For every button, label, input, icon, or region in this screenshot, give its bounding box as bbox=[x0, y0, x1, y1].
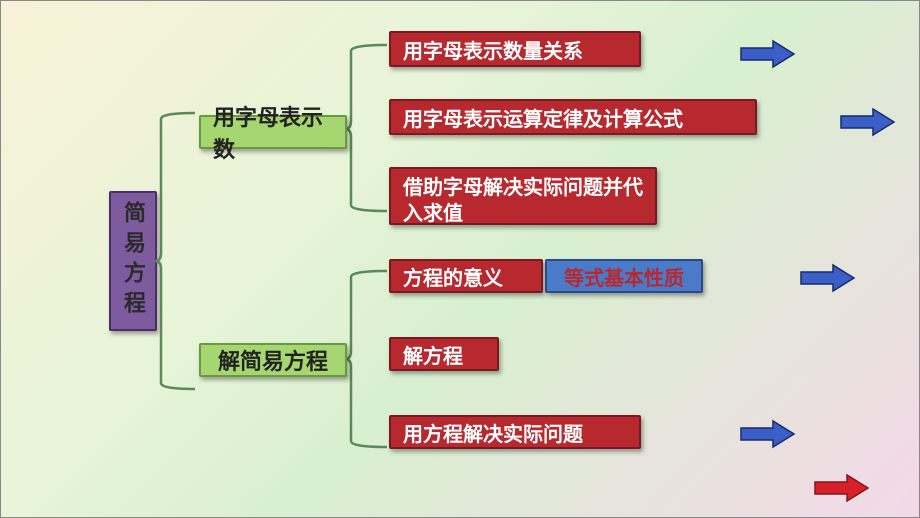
arrow-leaf-1 bbox=[839, 107, 897, 137]
leaf-node-2: 借助字母解决实际问题并代入求值 bbox=[389, 167, 657, 225]
bracket-0 bbox=[153, 111, 197, 391]
arrow-extra bbox=[813, 473, 871, 503]
bracket-2 bbox=[343, 269, 389, 449]
leaf-node-0: 用字母表示数量关系 bbox=[389, 31, 641, 67]
level1-node-0: 用字母表示数 bbox=[199, 115, 347, 149]
leaf-node-5: 用方程解决实际问题 bbox=[389, 415, 641, 449]
level1-node-1: 解简易方程 bbox=[199, 343, 347, 377]
root-node: 简易方程 bbox=[109, 191, 157, 331]
bracket-1 bbox=[343, 43, 389, 213]
arrow-leaf-0 bbox=[739, 39, 797, 69]
leaf-node-3: 方程的意义 bbox=[389, 259, 543, 293]
arrow-leaf-5 bbox=[739, 419, 797, 449]
leaf-node-1: 用字母表示运算定律及计算公式 bbox=[389, 99, 757, 135]
leaf-attach-3: 等式基本性质 bbox=[545, 259, 703, 293]
arrow-leaf-3 bbox=[799, 263, 857, 293]
leaf-node-4: 解方程 bbox=[389, 337, 499, 371]
